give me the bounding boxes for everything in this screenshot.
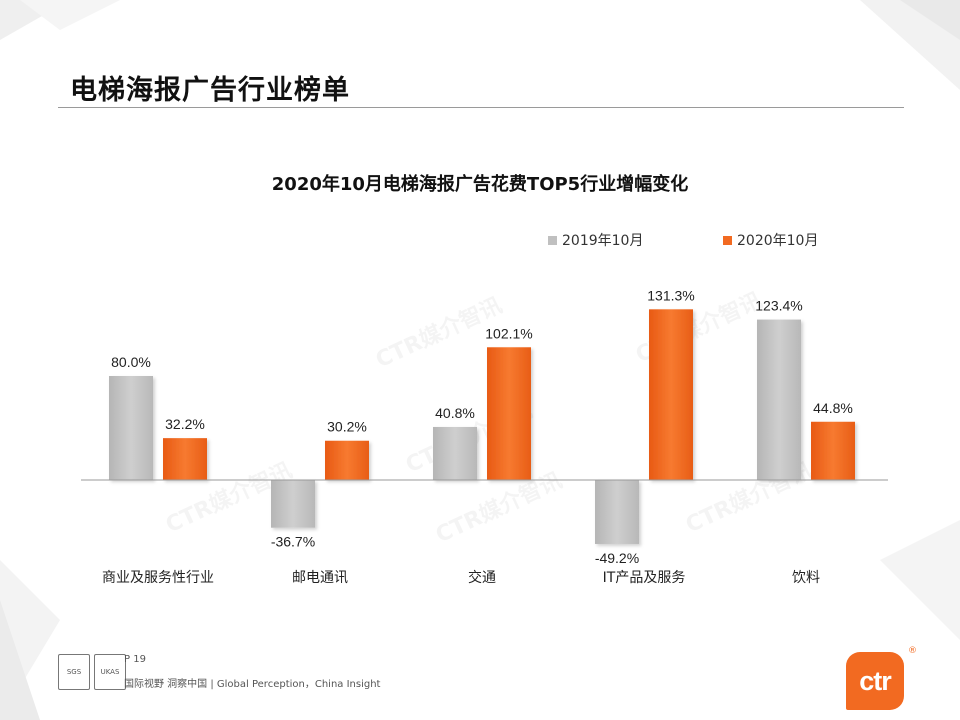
- legend-swatch-2020: [723, 235, 732, 245]
- data-label-2019-4: -49.2%: [595, 550, 639, 566]
- bar-2019-4: [595, 480, 639, 544]
- bar-2019-1: [109, 376, 153, 480]
- bar-2020-2: [325, 440, 369, 480]
- data-label-2019-3: 40.8%: [435, 405, 475, 421]
- legend-swatch-2019: [548, 235, 557, 245]
- bar-2020-1: [163, 438, 207, 480]
- category-label-5: 饮料: [792, 570, 820, 586]
- bar-2019-5: [757, 319, 801, 480]
- legend-label-2020: 2020年10月: [737, 233, 819, 249]
- bar-2019-3: [433, 426, 477, 480]
- data-label-2020-4: 131.3%: [647, 287, 694, 303]
- registered-mark: ®: [908, 646, 917, 656]
- bar-2019-2: [271, 480, 315, 528]
- page-title: 电梯海报广告行业榜单: [70, 75, 350, 106]
- certification-logos: SGS UKAS: [58, 654, 126, 690]
- bar-2020-4: [649, 309, 693, 480]
- category-label-1: 商业及服务性行业: [102, 570, 214, 586]
- legend-item-2020: 2020年10月: [723, 230, 818, 250]
- data-label-2020-3: 102.1%: [485, 325, 532, 341]
- data-label-2020-5: 44.8%: [813, 400, 853, 416]
- footer-slogan: 国际视野 洞察中国 | Global Perception，China Insi…: [124, 679, 381, 690]
- chart-title: 2020年10月电梯海报广告花费TOP5行业增幅变化: [271, 174, 689, 195]
- bar-2020-3: [487, 347, 531, 480]
- data-label-2020-2: 30.2%: [327, 419, 367, 435]
- sgs-badge: SGS: [58, 654, 90, 690]
- title-divider: [58, 107, 904, 108]
- data-label-2019-5: 123.4%: [755, 298, 802, 314]
- ukas-badge: UKAS: [94, 654, 126, 690]
- ctr-logo: ctr: [846, 652, 904, 710]
- data-label-2019-2: -36.7%: [271, 534, 315, 550]
- data-label-2019-1: 80.0%: [111, 354, 151, 370]
- bar-2020-5: [811, 421, 855, 480]
- category-label-4: IT产品及服务: [603, 570, 686, 586]
- legend-item-2019: 2019年10月: [548, 230, 643, 250]
- page-number: P 19: [124, 654, 146, 665]
- category-label-2: 邮电通讯: [292, 570, 348, 586]
- category-label-3: 交通: [468, 569, 496, 586]
- legend-label-2019: 2019年10月: [562, 233, 644, 249]
- data-label-2020-1: 32.2%: [165, 416, 205, 432]
